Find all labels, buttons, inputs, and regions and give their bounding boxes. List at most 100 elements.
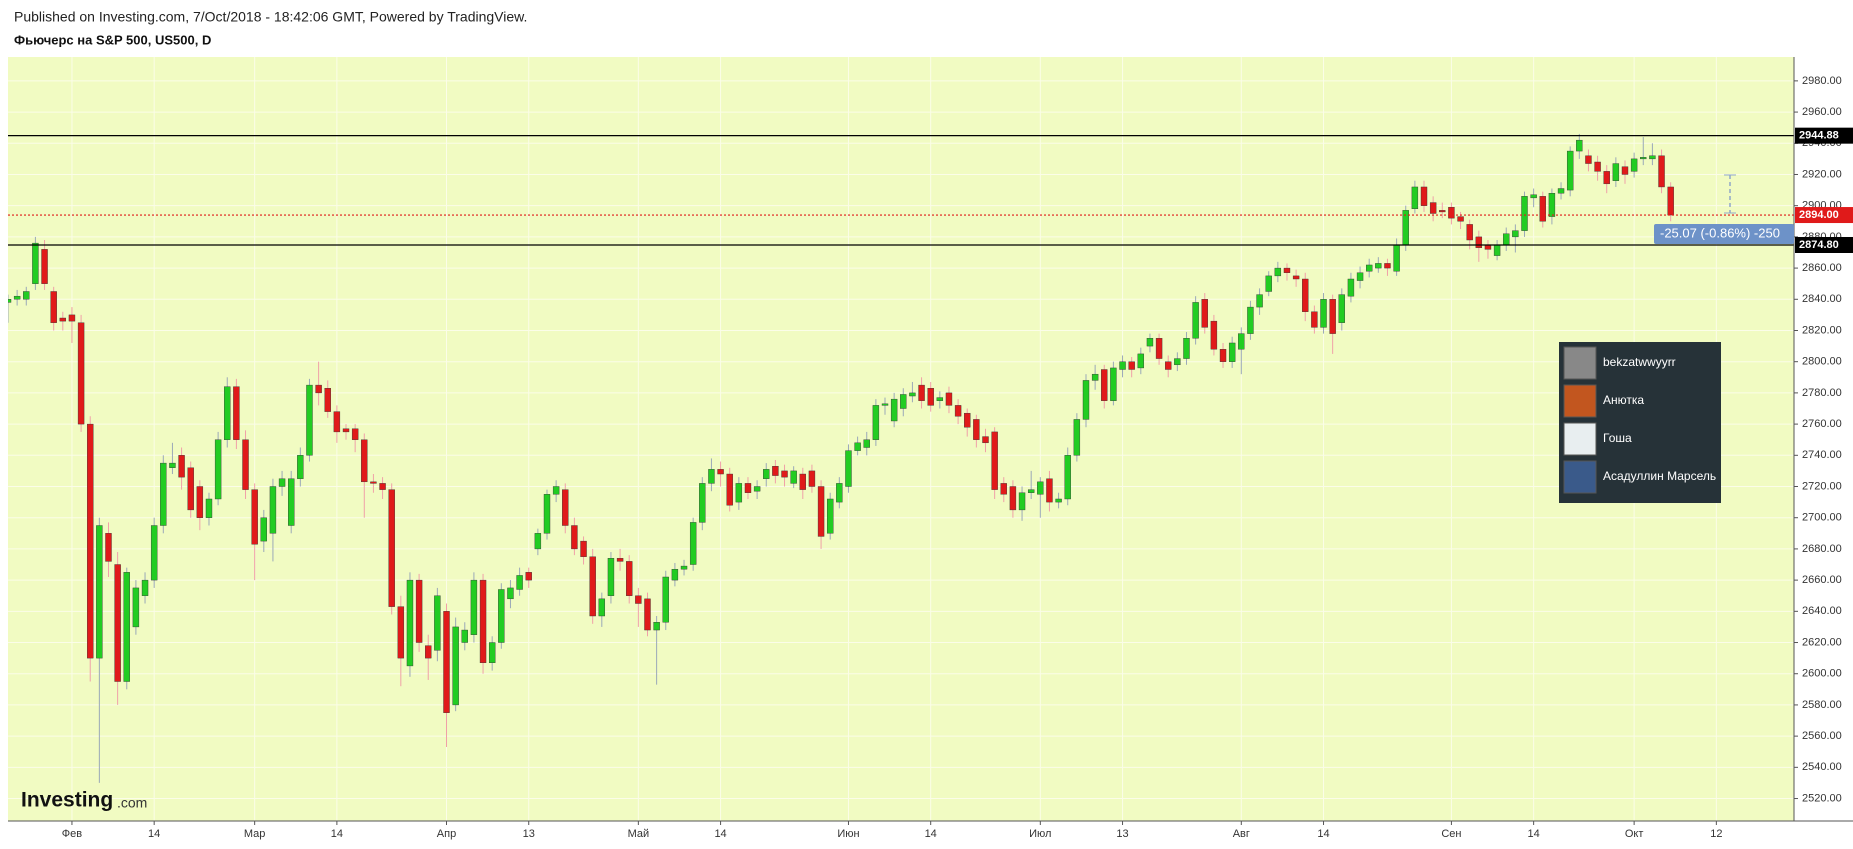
price-label-box [1795,207,1853,224]
candle-body [32,242,39,284]
axes: 2520.00 2540.00 2560.00 2580.00 2600.00 2620.… [62,75,1853,840]
x-tick-label: Апр [437,828,456,840]
candle-body [689,522,697,565]
y-tick-label: 2840.00 [1802,293,1842,305]
candle-body [269,486,277,534]
candle-body [1165,361,1172,370]
candle-body [224,386,231,440]
candle-body [260,517,267,542]
viewer-name[interactable]: Анютка [1603,393,1644,407]
candle-body [1621,166,1629,175]
candle-body [1384,263,1391,269]
y-tick-label: 2660.00 [1802,574,1842,586]
viewer-list[interactable]: bekzatwwyyrr Анютка Гоша Асадуллин Марсель [1559,342,1721,503]
x-tick-label: 13 [1116,828,1128,840]
candle-body [1503,233,1510,245]
candle-body [1073,419,1081,456]
candle-body [1448,207,1455,219]
y-tick-label: 2620.00 [1802,636,1842,648]
candle-body [836,483,843,503]
candle-body [169,462,176,468]
candle-body [1292,275,1300,280]
x-tick-label: Мар [244,828,266,840]
candle-body [415,579,423,643]
candle-body [598,598,606,617]
viewer-avatar [1563,384,1597,418]
candle-body [571,525,578,550]
candle-body [488,642,496,664]
candle-body [132,587,140,628]
y-tick-label: 2580.00 [1802,699,1842,711]
x-tick-label: Май [628,828,650,840]
candle-body [406,579,414,667]
candle-body [644,598,651,631]
candle-body [1375,263,1382,269]
candle-body [626,561,633,596]
x-tick-label: 14 [331,828,343,840]
candle-body [1347,278,1355,297]
candle-body [900,394,907,409]
candle-body [1091,373,1099,381]
candle-body [881,403,889,406]
candle-body [589,556,596,617]
price-label-box [1795,127,1853,144]
plot-area [8,133,1794,783]
candle-body [1457,216,1464,222]
x-tick-label: 14 [1528,828,1540,840]
y-tick-label: 2740.00 [1802,449,1842,461]
candle-body [214,439,222,500]
candle-body [982,436,989,444]
y-tick-label: 2920.00 [1802,168,1842,180]
candle-body [1512,230,1519,238]
candle-body [278,478,286,487]
candle-body [59,317,67,322]
candle-body [150,525,158,581]
candle-body [105,533,112,562]
candle-body [1219,349,1227,362]
candle-body [1530,194,1537,199]
candle-body [781,470,788,478]
candle-body [87,423,94,659]
candle-body [927,388,934,406]
candle-body [1128,361,1135,370]
viewer-name[interactable]: Асадуллин Марсель [1603,469,1716,483]
candle-body [753,486,761,492]
candle-body [616,558,624,562]
candle-body [562,489,569,526]
candle-body [324,388,331,412]
candle-body [1594,161,1601,172]
candle-body [205,498,213,518]
candle-body [1238,333,1245,350]
candle-body [918,384,925,401]
viewer-name[interactable]: bekzatwwyyrr [1603,355,1676,369]
candle-body [1475,236,1483,249]
candle-body [708,469,715,484]
viewer-name[interactable]: Гоша [1603,431,1632,445]
candle-body [1603,171,1610,185]
candle-body [41,249,48,284]
candle-body [1612,163,1620,181]
y-tick-label: 2800.00 [1802,356,1842,368]
x-tick-label: Сен [1441,828,1461,840]
candle-body [945,392,953,406]
candle-body [1009,486,1017,511]
candle-body [580,540,587,557]
annotation-background [1654,224,1794,244]
y-tick-label: 2700.00 [1802,512,1842,524]
y-tick-label: 2860.00 [1802,262,1842,274]
candle-body [1082,380,1090,420]
candle-body [735,483,743,503]
candle-body [1027,489,1035,493]
candle-body [8,299,12,303]
x-tick-label: 14 [1317,828,1329,840]
candle-body [123,572,130,682]
candle-body [452,626,459,706]
candle-body [443,611,450,713]
candle-body [1000,483,1007,495]
candle-body [1576,139,1583,152]
y-tick-label: 2720.00 [1802,480,1842,492]
x-tick-label: 14 [714,828,726,840]
candle-body [1302,278,1309,312]
candle-body [1439,210,1446,213]
plot-background [8,57,1794,821]
